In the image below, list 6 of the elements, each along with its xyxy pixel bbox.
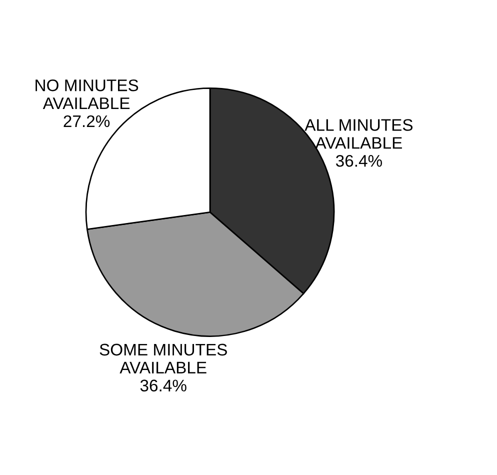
data-label: 36.4% [140,380,186,392]
data-label: 27.2% [64,115,110,128]
slice-label: ALL MINUTES AVAILABLE [304,119,413,149]
slice-label: NO MINUTES AVAILABLE [36,79,138,110]
slice-label: SOME MINUTES AVAILABLE [100,344,227,374]
data-label: 36.4% [336,154,382,167]
